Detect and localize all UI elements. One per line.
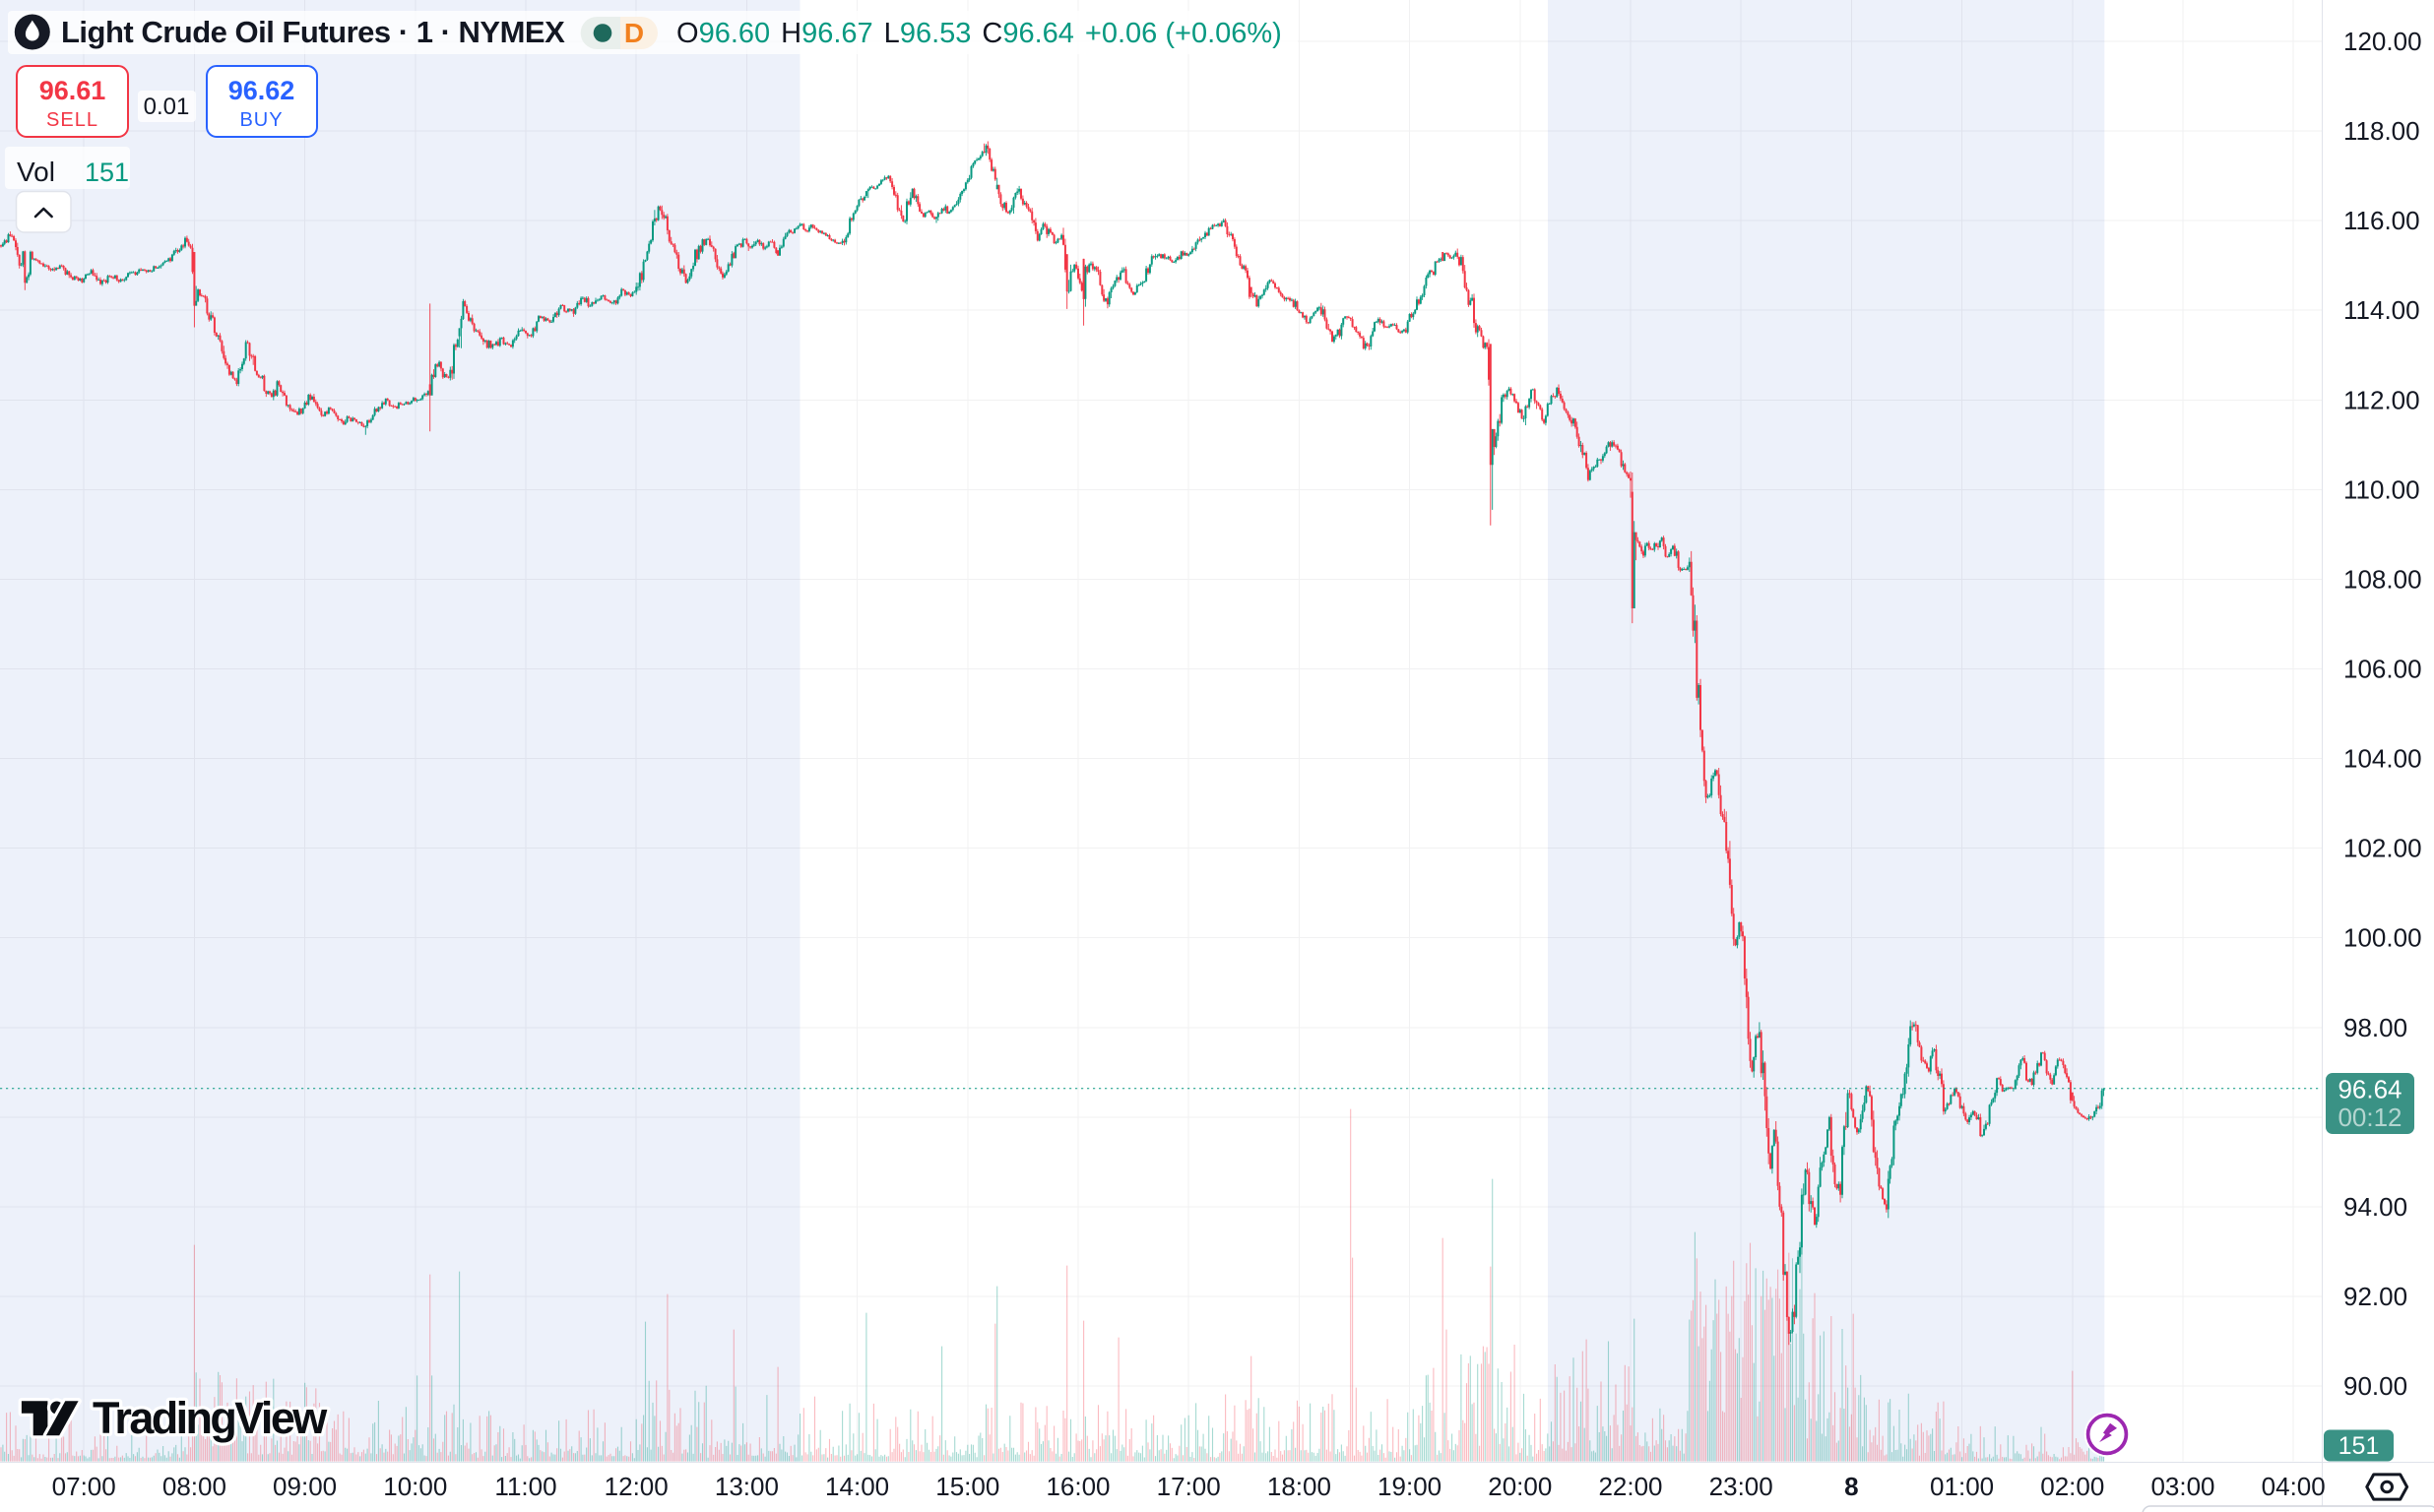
svg-text:08:00: 08:00 bbox=[162, 1472, 226, 1501]
svg-text:23:00: 23:00 bbox=[1709, 1472, 1773, 1501]
svg-text:13:00: 13:00 bbox=[715, 1472, 779, 1501]
svg-text:17:00: 17:00 bbox=[1157, 1472, 1221, 1501]
svg-text:92.00: 92.00 bbox=[2343, 1282, 2407, 1311]
svg-text:151: 151 bbox=[2338, 1432, 2380, 1460]
svg-text:16:00: 16:00 bbox=[1046, 1472, 1110, 1501]
svg-text:96.62: 96.62 bbox=[228, 76, 295, 105]
svg-text:00:12: 00:12 bbox=[2338, 1102, 2402, 1132]
svg-text:TradingView: TradingView bbox=[93, 1393, 328, 1443]
svg-text:BUY: BUY bbox=[239, 109, 283, 131]
svg-text:03:00: 03:00 bbox=[2150, 1472, 2214, 1501]
svg-text:12:00: 12:00 bbox=[605, 1472, 669, 1501]
svg-text:11:00: 11:00 bbox=[494, 1472, 556, 1501]
svg-text:108.00: 108.00 bbox=[2343, 564, 2422, 594]
svg-text:09:00: 09:00 bbox=[273, 1472, 337, 1501]
svg-text:94.00: 94.00 bbox=[2343, 1192, 2407, 1222]
svg-text:D: D bbox=[624, 18, 644, 48]
svg-text:90.00: 90.00 bbox=[2343, 1371, 2407, 1401]
svg-text:118.00: 118.00 bbox=[2343, 116, 2420, 146]
svg-text:116.00: 116.00 bbox=[2343, 206, 2420, 235]
svg-text:102.00: 102.00 bbox=[2343, 834, 2422, 863]
svg-text:100.00: 100.00 bbox=[2343, 923, 2422, 953]
svg-text:Light Crude Oil Futures · 1 ·: Light Crude Oil Futures · 1 · NYMEX bbox=[61, 15, 565, 49]
svg-text:10:00: 10:00 bbox=[383, 1472, 447, 1501]
svg-text:19:00: 19:00 bbox=[1377, 1472, 1441, 1501]
svg-text:04:00: 04:00 bbox=[2262, 1472, 2326, 1501]
svg-text:SELL: SELL bbox=[46, 109, 98, 131]
svg-text:14:00: 14:00 bbox=[825, 1472, 889, 1501]
svg-text:110.00: 110.00 bbox=[2343, 474, 2420, 504]
svg-text:22:00: 22:00 bbox=[1598, 1472, 1662, 1501]
svg-text:15:00: 15:00 bbox=[935, 1472, 999, 1501]
svg-text:106.00: 106.00 bbox=[2343, 655, 2422, 684]
svg-text:TradingView: TradingView bbox=[93, 1393, 328, 1443]
svg-text:98.00: 98.00 bbox=[2343, 1013, 2407, 1042]
svg-text:114.00: 114.00 bbox=[2343, 295, 2420, 325]
svg-text:96.64: 96.64 bbox=[2338, 1075, 2402, 1104]
svg-text:120.00: 120.00 bbox=[2343, 27, 2422, 56]
svg-text:0.01: 0.01 bbox=[144, 94, 190, 120]
svg-text:Vol: Vol bbox=[17, 157, 55, 187]
svg-text:112.00: 112.00 bbox=[2343, 385, 2420, 414]
svg-text:01:00: 01:00 bbox=[1930, 1472, 1994, 1501]
svg-text:8: 8 bbox=[1844, 1472, 1858, 1501]
svg-text:02:00: 02:00 bbox=[2040, 1472, 2104, 1501]
svg-text:20:00: 20:00 bbox=[1488, 1472, 1552, 1501]
svg-text:07:00: 07:00 bbox=[52, 1472, 116, 1501]
svg-text:151: 151 bbox=[85, 158, 129, 187]
svg-text:104.00: 104.00 bbox=[2343, 744, 2422, 774]
svg-text:18:00: 18:00 bbox=[1267, 1472, 1331, 1501]
svg-text:96.61: 96.61 bbox=[39, 76, 106, 105]
